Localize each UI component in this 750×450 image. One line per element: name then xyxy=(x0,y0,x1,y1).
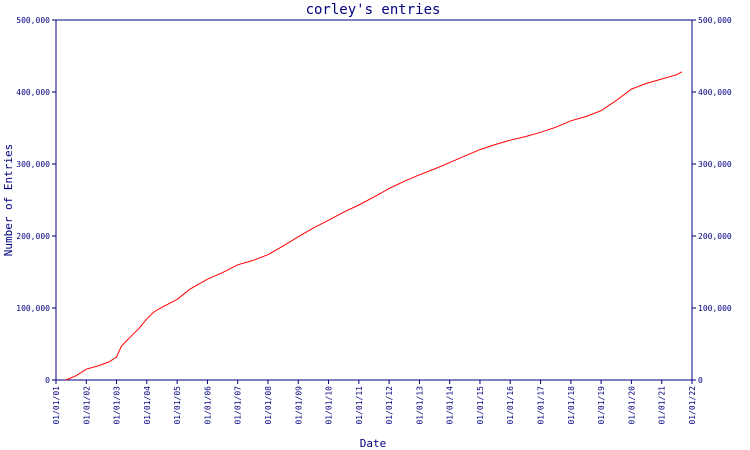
y-tick-label-right: 300,000 xyxy=(698,160,732,169)
x-tick-label: 01/01/13 xyxy=(415,386,424,425)
x-tick-label: 01/01/11 xyxy=(355,386,364,425)
x-tick-label: 01/01/20 xyxy=(627,386,636,425)
x-axis: 01/01/01 01/01/02 01/01/03 01/01/04 01/01/05… xyxy=(52,380,697,425)
x-tick-label: 01/01/07 xyxy=(234,386,243,425)
y-tick-label-left: 100,000 xyxy=(16,304,50,313)
y-tick-label-right: 500,000 xyxy=(698,16,732,25)
x-tick-label: 01/01/19 xyxy=(597,386,606,425)
y-tick-label-right: 100,000 xyxy=(698,304,732,313)
y-tick-label-left: 500,000 xyxy=(16,16,50,25)
y-axis-left: 0 100,000 200,000 300,000 400,000 500,000 xyxy=(16,16,56,385)
y-axis-label: Number of Entries xyxy=(2,144,15,257)
y-tick-label-left: 200,000 xyxy=(16,232,50,241)
x-tick-label: 01/01/21 xyxy=(658,386,667,425)
plot-border xyxy=(55,19,693,381)
x-tick-label: 01/01/09 xyxy=(294,386,303,425)
x-tick-label: 01/01/08 xyxy=(264,386,273,425)
x-tick-label: 01/01/04 xyxy=(143,386,152,425)
x-tick-label: 01/01/18 xyxy=(567,386,576,425)
x-axis-label: Date xyxy=(360,437,387,450)
series-layer xyxy=(65,71,683,381)
x-tick-label: 01/01/05 xyxy=(173,386,182,425)
y-tick-label-left: 0 xyxy=(45,376,50,385)
y-tick-label-right: 0 xyxy=(698,376,703,385)
chart-title: corley's entries xyxy=(306,2,441,18)
x-tick-label: 01/01/14 xyxy=(446,386,455,425)
x-tick-label: 01/01/01 xyxy=(52,386,61,425)
x-tick-label: 01/01/16 xyxy=(506,386,515,425)
x-tick-label: 01/01/06 xyxy=(203,386,212,425)
x-tick-label: 01/01/03 xyxy=(113,386,122,425)
x-tick-label: 01/01/02 xyxy=(82,386,91,425)
y-axis-right: 0 100,000 200,000 300,000 400,000 500,000 xyxy=(692,16,732,385)
y-tick-label-right: 200,000 xyxy=(698,232,732,241)
x-tick-label: 01/01/10 xyxy=(325,386,334,425)
y-tick-label-left: 400,000 xyxy=(16,88,50,97)
x-tick-label: 01/01/22 xyxy=(688,386,697,425)
y-tick-label-left: 300,000 xyxy=(16,160,50,169)
x-tick-label: 01/01/15 xyxy=(476,386,485,425)
x-tick-label: 01/01/17 xyxy=(537,386,546,425)
x-tick-label: 01/01/12 xyxy=(385,386,394,425)
y-tick-label-right: 400,000 xyxy=(698,88,732,97)
entries-line xyxy=(65,71,683,381)
plot-frame xyxy=(55,19,693,381)
